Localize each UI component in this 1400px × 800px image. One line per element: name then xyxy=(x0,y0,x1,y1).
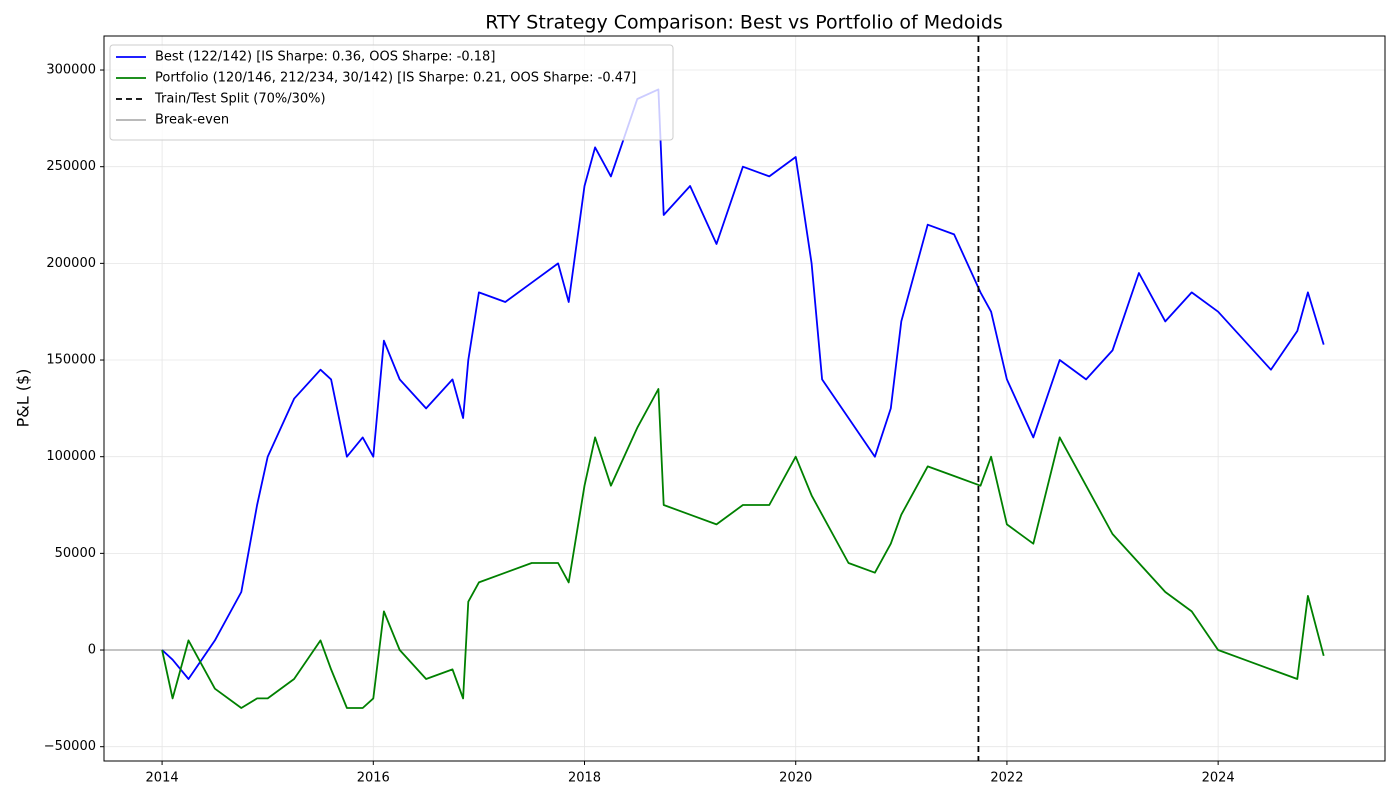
x-tick-label: 2020 xyxy=(779,771,812,786)
y-tick-label: −50000 xyxy=(44,739,96,754)
series-line xyxy=(161,388,1325,709)
legend-box xyxy=(109,44,674,141)
x-tick-label: 2014 xyxy=(146,771,179,786)
x-tick-label: 2018 xyxy=(568,771,601,786)
plot-frame xyxy=(103,35,1386,762)
series-line xyxy=(161,88,1325,680)
legend-label: Portfolio (120/146, 212/234, 30/142) [IS… xyxy=(155,71,636,86)
y-tick-label: 150000 xyxy=(46,353,96,368)
x-tick-label: 2016 xyxy=(357,771,390,786)
y-tick-label: 0 xyxy=(88,643,96,658)
y-tick-label: 250000 xyxy=(46,159,96,174)
y-axis-label: P&L ($) xyxy=(14,369,33,428)
x-tick-label: 2024 xyxy=(1202,771,1235,786)
y-tick-label: 300000 xyxy=(46,63,96,78)
legend-label: Train/Test Split (70%/30%) xyxy=(154,92,326,107)
chart-title: RTY Strategy Comparison: Best vs Portfol… xyxy=(485,12,1003,34)
y-tick-label: 50000 xyxy=(55,546,96,561)
x-tick-label: 2022 xyxy=(990,771,1023,786)
legend-label: Break-even xyxy=(155,113,229,128)
y-tick-label: 200000 xyxy=(46,256,96,271)
y-tick-label: 100000 xyxy=(46,449,96,464)
legend-label: Best (122/142) [IS Sharpe: 0.36, OOS Sha… xyxy=(155,50,495,65)
